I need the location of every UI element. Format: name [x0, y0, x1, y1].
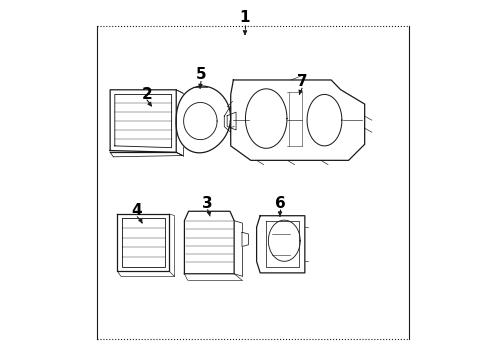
Text: 4: 4 — [132, 203, 143, 218]
Text: 1: 1 — [240, 10, 250, 25]
Polygon shape — [176, 86, 231, 153]
Polygon shape — [242, 232, 248, 247]
Polygon shape — [245, 89, 287, 148]
Text: 2: 2 — [142, 87, 152, 102]
Text: 7: 7 — [297, 74, 307, 89]
Text: 5: 5 — [196, 67, 206, 82]
Polygon shape — [307, 94, 342, 146]
Polygon shape — [231, 80, 365, 160]
Polygon shape — [224, 106, 231, 132]
Polygon shape — [184, 211, 234, 274]
Polygon shape — [110, 90, 176, 152]
Polygon shape — [227, 112, 236, 130]
Polygon shape — [257, 216, 305, 273]
Text: 3: 3 — [202, 196, 213, 211]
Text: 6: 6 — [274, 196, 285, 211]
Polygon shape — [117, 214, 169, 271]
